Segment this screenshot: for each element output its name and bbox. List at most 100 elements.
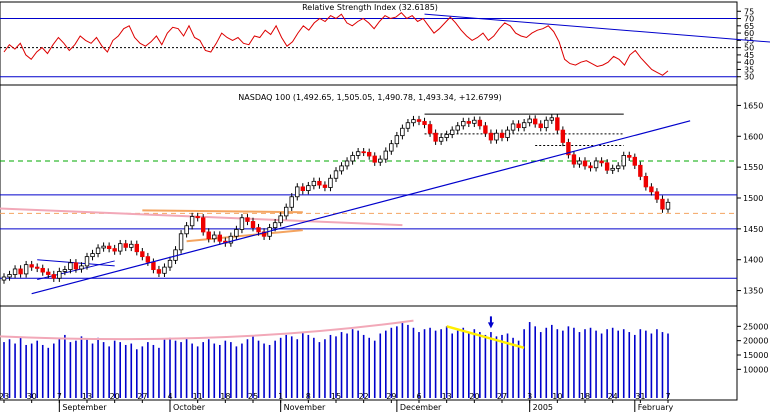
price-trendline-group <box>31 120 691 295</box>
candle-down <box>422 121 427 125</box>
volume-bar <box>589 327 592 398</box>
candle-up <box>494 132 499 141</box>
volume-bar <box>606 329 608 398</box>
x-tick-label: 15 <box>331 392 341 401</box>
volume-bar <box>252 336 254 398</box>
candle-down <box>599 160 604 164</box>
candle-up <box>438 137 444 142</box>
candle-up <box>544 119 549 129</box>
candle-down <box>372 155 377 163</box>
price-y-axis: 1350 1400 1450 1500 1550 1600 1650 <box>737 101 763 296</box>
candle-up <box>505 129 510 138</box>
candle-down <box>106 245 112 250</box>
volume-bar <box>600 333 603 398</box>
x-tick-label: 13 <box>82 392 92 401</box>
price-tick-label: 1450 <box>743 225 763 234</box>
candle-down <box>250 221 256 229</box>
volume-bar <box>412 327 415 398</box>
volume-bar <box>656 329 658 398</box>
price-tick-label: 1500 <box>743 194 763 203</box>
candle-down <box>516 123 521 129</box>
volume-bar <box>285 334 287 398</box>
candle-down <box>649 186 654 193</box>
candle-up <box>621 155 626 167</box>
candle-down <box>35 266 40 269</box>
candle-down <box>466 121 471 124</box>
volume-bar <box>257 340 260 398</box>
candle-down <box>582 160 588 167</box>
rsi-tick-label: 55 <box>744 36 754 45</box>
volume-bar <box>650 333 653 398</box>
volume-bar <box>418 332 420 398</box>
candle-up <box>1 276 7 281</box>
volume-bar <box>346 333 348 398</box>
volume-bar <box>379 333 382 398</box>
candle-down <box>638 164 643 177</box>
volume-bar <box>534 326 536 398</box>
candle-up <box>57 271 62 279</box>
volume-bar <box>562 330 564 398</box>
candle-down <box>145 256 151 263</box>
price-tick-label: 1400 <box>743 256 763 265</box>
volume-bar <box>152 344 155 398</box>
month-labels: September October November December 2005 Febr… <box>58 400 674 412</box>
candle-down <box>261 231 267 237</box>
candle-up <box>68 262 73 270</box>
volume-bar <box>41 344 44 398</box>
candle-up <box>84 256 90 267</box>
candle-up <box>355 151 361 156</box>
volume-bar <box>119 342 121 398</box>
candle-up <box>79 265 84 270</box>
volume-bar <box>468 332 470 398</box>
candle-down <box>632 156 637 166</box>
volume-bar <box>462 327 465 398</box>
volume-bar <box>429 327 431 398</box>
volume-bar <box>390 327 393 398</box>
volume-bar <box>224 340 227 398</box>
candle-down <box>367 151 372 157</box>
volume-bar <box>622 329 625 398</box>
volume-bar <box>241 343 243 398</box>
candle-up <box>129 243 134 248</box>
candle-down <box>560 129 566 143</box>
month-label: December <box>400 403 442 412</box>
volume-bar <box>235 346 238 398</box>
candle-down <box>140 251 145 258</box>
candle-down <box>46 271 51 275</box>
candle-down <box>201 217 206 233</box>
rsi-tick-label: 75 <box>744 7 754 16</box>
price-tick-label: 1600 <box>743 132 763 141</box>
candle-up <box>405 122 411 129</box>
volume-bar <box>30 343 33 398</box>
x-tick-label: 22 <box>359 392 369 401</box>
volume-bar <box>340 332 343 398</box>
volume-bar <box>373 340 376 398</box>
volume-bar <box>528 322 531 398</box>
x-tick-label: 29 <box>386 392 396 401</box>
candle-up <box>212 234 217 240</box>
volume-bar <box>174 340 177 398</box>
volume-bar <box>8 339 11 398</box>
volume-bar <box>102 342 105 398</box>
candle-up <box>521 122 527 129</box>
volume-bar <box>545 327 548 398</box>
x-tick-label: 7 <box>665 392 670 401</box>
candle-up <box>444 134 449 138</box>
volume-bar <box>634 334 636 398</box>
rsi-line-group <box>3 12 669 76</box>
volume-bar <box>130 343 133 398</box>
candle-down <box>151 261 156 270</box>
candle-down <box>51 274 56 279</box>
volume-bar <box>113 340 116 398</box>
volume-bar <box>191 343 193 398</box>
candle-down <box>483 125 488 134</box>
rsi-title: Relative Strength Index (32.6185) <box>302 3 438 12</box>
candle-up <box>411 119 416 124</box>
candle-up <box>665 201 671 210</box>
volume-bar <box>263 343 265 398</box>
volume-bar <box>196 346 199 398</box>
rsi-trendline <box>424 13 770 43</box>
candle-up <box>378 158 383 163</box>
candle-up <box>610 167 615 171</box>
volume-bar <box>645 330 647 398</box>
